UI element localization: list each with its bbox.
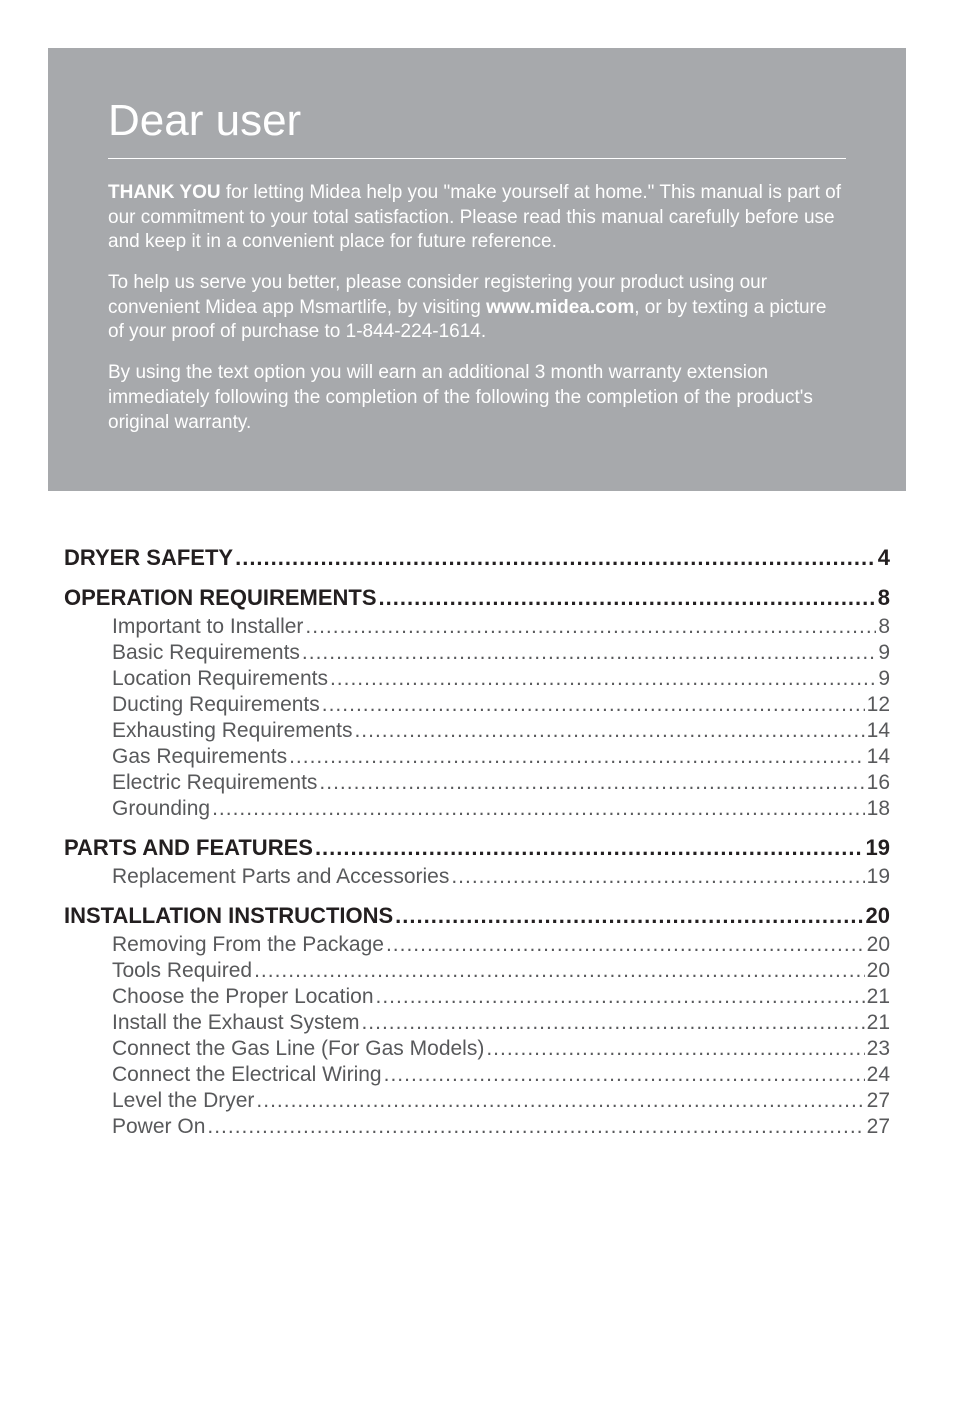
toc-sub-row: Important to Installer 8 [112, 615, 890, 639]
toc-leader-dots [386, 933, 865, 957]
toc-section-row: PARTS AND FEATURES 19 [64, 835, 890, 861]
toc-label: Connect the Electrical Wiring [112, 1063, 382, 1087]
toc-label: Location Requirements [112, 667, 328, 691]
toc-leader-dots [486, 1037, 864, 1061]
toc-section-row: INSTALLATION INSTRUCTIONS 20 [64, 903, 890, 929]
toc-leader-dots [256, 1089, 864, 1113]
toc-page-number: 8 [878, 615, 890, 639]
toc-leader-dots [254, 959, 865, 983]
toc-page-number: 27 [867, 1115, 890, 1139]
thank-you-bold: THANK YOU [108, 182, 221, 203]
toc-page-number: 14 [867, 719, 890, 743]
toc-leader-dots [305, 615, 876, 639]
website-bold: www.midea.com [486, 297, 634, 318]
toc-label: Replacement Parts and Accessories [112, 865, 449, 889]
toc-leader-dots [361, 1011, 864, 1035]
toc-sub-row: Choose the Proper Location 21 [112, 985, 890, 1009]
toc-leader-dots [207, 1115, 864, 1139]
toc-label: Electric Requirements [112, 771, 317, 795]
intro-para-1: THANK YOU for letting Midea help you "ma… [108, 181, 846, 255]
toc-sub-row: Exhausting Requirements 14 [112, 719, 890, 743]
toc-page-number: 20 [867, 959, 890, 983]
intro-header-box: Dear user THANK YOU for letting Midea he… [48, 48, 906, 491]
toc-page-number: 20 [866, 903, 890, 929]
toc-page-number: 14 [867, 745, 890, 769]
toc-sub-row: Install the Exhaust System 21 [112, 1011, 890, 1035]
toc-label: Ducting Requirements [112, 693, 320, 717]
toc-label: Power On [112, 1115, 205, 1139]
toc-page-number: 23 [867, 1037, 890, 1061]
toc-leader-dots [451, 865, 864, 889]
toc-page-number: 21 [867, 985, 890, 1009]
toc-label: Choose the Proper Location [112, 985, 374, 1009]
toc-leader-dots [315, 835, 864, 861]
toc-leader-dots [330, 667, 876, 691]
toc-label: PARTS AND FEATURES [64, 835, 313, 861]
toc-label: Gas Requirements [112, 745, 287, 769]
toc-sub-row: Tools Required 20 [112, 959, 890, 983]
toc-label: Important to Installer [112, 615, 303, 639]
toc-leader-dots [319, 771, 864, 795]
toc-sub-row: Removing From the Package 20 [112, 933, 890, 957]
toc-leader-dots [322, 693, 865, 717]
toc-leader-dots [289, 745, 865, 769]
toc-page-number: 19 [866, 835, 890, 861]
toc-page-number: 9 [878, 667, 890, 691]
toc-label: Removing From the Package [112, 933, 384, 957]
toc-page-number: 19 [867, 865, 890, 889]
toc-label: DRYER SAFETY [64, 545, 233, 571]
toc-sub-row: Power On 27 [112, 1115, 890, 1139]
toc-label: Connect the Gas Line (For Gas Models) [112, 1037, 484, 1061]
toc-sub-row: Gas Requirements 14 [112, 745, 890, 769]
toc-page-number: 21 [867, 1011, 890, 1035]
toc-label: Install the Exhaust System [112, 1011, 359, 1035]
toc-page-number: 27 [867, 1089, 890, 1113]
toc-sub-row: Ducting Requirements 12 [112, 693, 890, 717]
toc-leader-dots [354, 719, 864, 743]
toc-leader-dots [379, 585, 876, 611]
toc-page-number: 8 [878, 585, 890, 611]
intro-para-3: By using the text option you will earn a… [108, 361, 846, 435]
toc-page-number: 16 [867, 771, 890, 795]
toc-label: Level the Dryer [112, 1089, 254, 1113]
toc-sub-row: Location Requirements 9 [112, 667, 890, 691]
toc-label: Tools Required [112, 959, 252, 983]
toc-sub-row: Grounding 18 [112, 797, 890, 821]
toc-sub-row: Connect the Gas Line (For Gas Models) 23 [112, 1037, 890, 1061]
toc-section-row: DRYER SAFETY 4 [64, 545, 890, 571]
toc-sub-row: Connect the Electrical Wiring 24 [112, 1063, 890, 1087]
toc-sub-row: Basic Requirements 9 [112, 641, 890, 665]
toc-label: Basic Requirements [112, 641, 300, 665]
toc-page-number: 12 [867, 693, 890, 717]
toc-page-number: 9 [878, 641, 890, 665]
toc-sub-row: Electric Requirements 16 [112, 771, 890, 795]
toc-leader-dots [384, 1063, 865, 1087]
toc-label: Grounding [112, 797, 210, 821]
toc-sub-row: Level the Dryer 27 [112, 1089, 890, 1113]
toc-leader-dots [376, 985, 865, 1009]
toc-page-number: 24 [867, 1063, 890, 1087]
toc-page-number: 4 [878, 545, 890, 571]
intro-para-2: To help us serve you better, please cons… [108, 271, 846, 345]
toc-leader-dots [212, 797, 865, 821]
toc-label: Exhausting Requirements [112, 719, 352, 743]
toc-leader-dots [395, 903, 863, 929]
intro-title: Dear user [108, 96, 846, 159]
toc-leader-dots [302, 641, 876, 665]
toc-section-row: OPERATION REQUIREMENTS 8 [64, 585, 890, 611]
toc-label: OPERATION REQUIREMENTS [64, 585, 377, 611]
toc-leader-dots [235, 545, 876, 571]
toc-label: INSTALLATION INSTRUCTIONS [64, 903, 393, 929]
toc-page-number: 20 [867, 933, 890, 957]
table-of-contents: DRYER SAFETY 4OPERATION REQUIREMENTS 8Im… [0, 491, 954, 1139]
toc-sub-row: Replacement Parts and Accessories 19 [112, 865, 890, 889]
toc-page-number: 18 [867, 797, 890, 821]
